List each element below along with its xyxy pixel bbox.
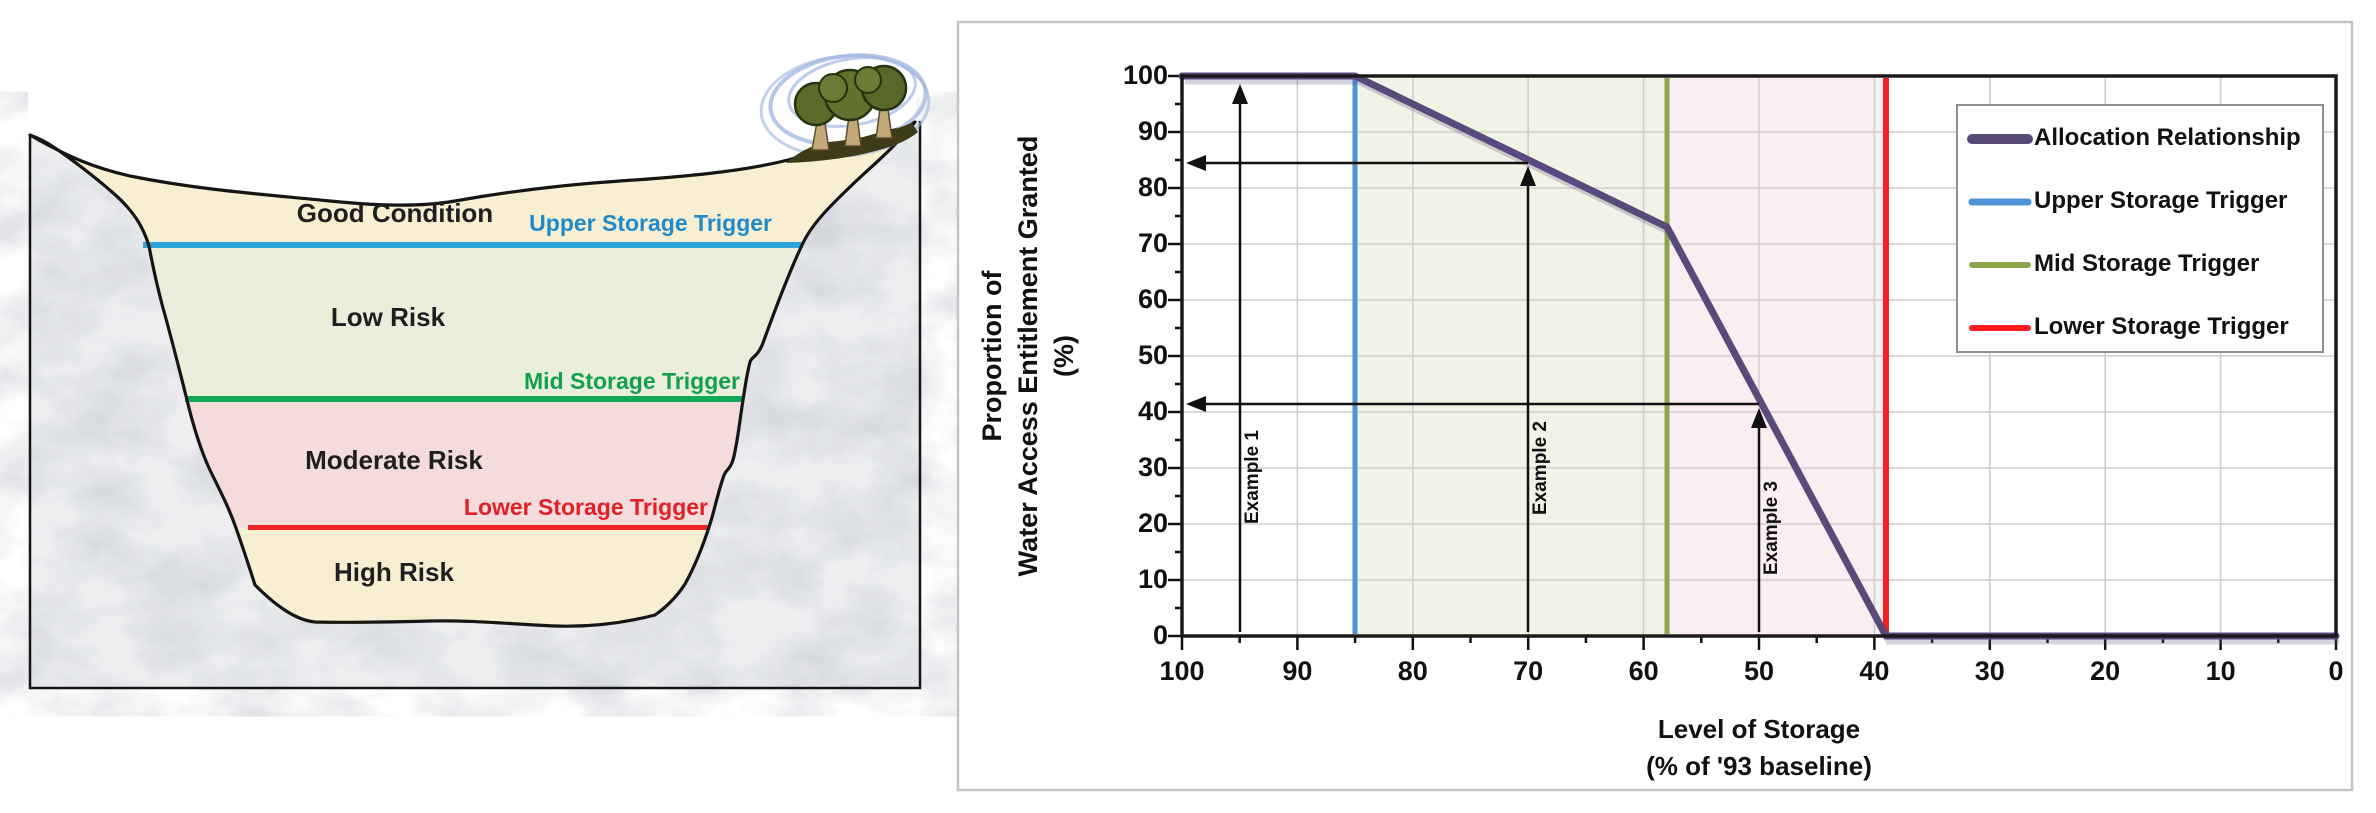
plot-border	[1180, 74, 2338, 638]
y-tick-label: 70	[1137, 228, 1168, 258]
legend-box	[1956, 104, 2324, 353]
y-axis-title: Proportion of Water Access Entitlement G…	[974, 46, 1082, 666]
x-axis-title-line1: Level of Storage	[1657, 714, 1861, 744]
y-tick-label: 40	[1137, 396, 1168, 426]
legend-label-allocation: Allocation Relationship	[2034, 124, 2301, 151]
example1-label: Example 1	[1242, 430, 1263, 524]
y-tick-label: 80	[1137, 172, 1168, 202]
x-tick-label: 40	[1859, 656, 1890, 686]
legend-label-lower: Lower Storage Trigger	[2034, 313, 2289, 340]
y-tick-label: 50	[1137, 340, 1168, 370]
x-tick-label: 100	[1159, 656, 1205, 686]
y-tick-label: 60	[1137, 284, 1168, 314]
x-tick-label: 80	[1397, 656, 1428, 686]
y-tick-label: 10	[1137, 564, 1168, 594]
lower-trigger-label: Lower Storage Trigger	[463, 494, 708, 520]
y-axis-title-line3: (%)	[1049, 335, 1079, 377]
x-tick-label: 10	[2205, 656, 2236, 686]
mid-trigger-line	[185, 396, 743, 402]
sky	[28, 55, 916, 206]
zone-label-good-condition: Good Condition	[296, 198, 494, 228]
y-tick-label: 0	[1152, 620, 1168, 650]
y-tick-label: 30	[1137, 452, 1168, 482]
x-axis-title-line2: (% of '93 baseline)	[1646, 751, 1872, 781]
x-tick-label: 70	[1513, 656, 1544, 686]
x-tick-label: 50	[1743, 656, 1775, 686]
y-axis-title-line2: Water Access Entitlement Granted	[1013, 135, 1043, 577]
upper-trigger-line	[143, 242, 803, 248]
y-tick-label: 100	[1122, 60, 1168, 90]
legend-label-mid: Mid Storage Trigger	[2034, 250, 2260, 277]
mid-trigger-label: Mid Storage Trigger	[524, 368, 740, 394]
y-tick-label: 90	[1137, 116, 1168, 146]
y-axis-title-line1: Proportion of	[977, 270, 1007, 442]
example-arrows	[1186, 84, 1767, 632]
lower-trigger-line	[248, 525, 710, 530]
legend	[1956, 104, 2324, 353]
zone-label-low-risk: Low Risk	[330, 302, 446, 332]
y-tick-label: 20	[1137, 508, 1168, 538]
zone-label-high-risk: High Risk	[334, 557, 454, 587]
x-axis-title: Level of Storage (% of '93 baseline)	[1449, 711, 2069, 785]
x-tick-label: 90	[1282, 656, 1313, 686]
x-tick-label: 0	[2328, 656, 2344, 686]
x-tick-label: 30	[1974, 656, 2005, 686]
trees-icon	[759, 53, 931, 163]
zone-label-moderate-risk: Moderate Risk	[305, 445, 483, 475]
legend-label-upper: Upper Storage Trigger	[2034, 187, 2288, 214]
x-tick-label: 60	[1628, 656, 1659, 686]
basin-outline	[28, 120, 917, 628]
example2-label: Example 2	[1530, 421, 1551, 515]
x-tick-label: 20	[2090, 656, 2121, 686]
upper-trigger-label: Upper Storage Trigger	[529, 210, 772, 236]
example3-label: Example 3	[1761, 481, 1782, 575]
diagram-frame	[28, 121, 922, 690]
